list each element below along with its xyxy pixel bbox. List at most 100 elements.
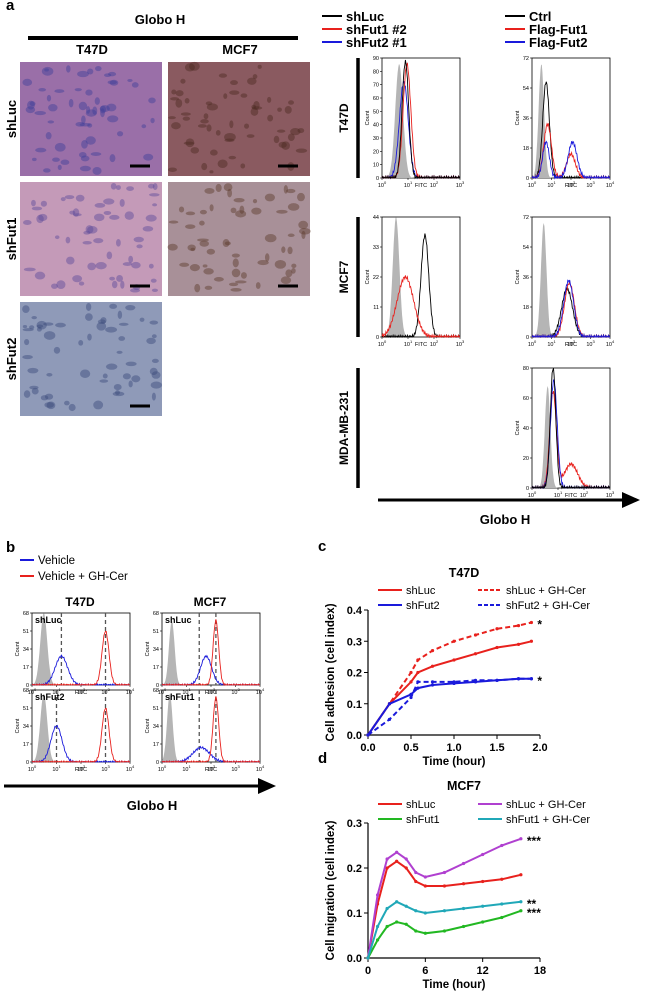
- log-base: 10: [554, 493, 560, 499]
- cell-texture: [65, 236, 71, 244]
- exponent: 0: [34, 687, 37, 692]
- x-tick-label: 102: [580, 490, 589, 499]
- cell-texture: [267, 96, 272, 103]
- cell-texture: [54, 89, 65, 93]
- data-point: [529, 639, 534, 643]
- cell-texture: [206, 248, 216, 255]
- x-tick-label: 100: [378, 180, 387, 189]
- count-label: Count: [515, 269, 521, 284]
- data-point: [500, 843, 504, 848]
- cell-texture: [151, 358, 159, 364]
- cell-texture: [81, 115, 86, 124]
- cell-texture: [99, 105, 107, 114]
- cell-texture: [36, 214, 44, 224]
- y-tick-label: 54: [523, 86, 529, 92]
- cell-texture: [201, 162, 208, 171]
- cell-texture: [29, 101, 36, 107]
- histogram-curve: [531, 368, 610, 490]
- count-label: Count: [15, 718, 21, 733]
- cell-texture: [246, 134, 255, 138]
- cell-texture: [46, 372, 53, 377]
- y-tick-label: 0: [376, 335, 379, 341]
- x-tick-label: 102: [430, 339, 439, 348]
- cell-texture: [231, 253, 240, 258]
- cell-texture: [149, 320, 159, 325]
- cell-texture: [280, 276, 292, 285]
- log-base: 10: [567, 342, 573, 348]
- cell-texture: [113, 384, 122, 391]
- cell-texture: [106, 251, 113, 260]
- data-point: [430, 680, 435, 684]
- cell-texture: [199, 209, 207, 215]
- cell-texture: [72, 275, 83, 283]
- cell-texture: [23, 267, 36, 272]
- data-point: [423, 884, 427, 888]
- cell-texture: [78, 101, 88, 111]
- cell-texture: [217, 159, 228, 169]
- log-base: 10: [586, 183, 592, 189]
- cell-texture: [48, 104, 58, 112]
- cell-texture: [204, 187, 215, 194]
- x-tick-label: 100: [28, 687, 37, 696]
- log-base: 10: [586, 342, 592, 348]
- y-tick-label: 20: [523, 456, 529, 462]
- cell-texture: [131, 82, 139, 88]
- y-tick-label: 51: [23, 706, 29, 712]
- cell-texture: [209, 170, 214, 174]
- exponent: 3: [462, 339, 465, 344]
- cell-texture: [90, 152, 102, 156]
- cell-line-label: T47D: [337, 103, 351, 133]
- cell-texture: [288, 100, 295, 105]
- cell-texture: [116, 238, 121, 247]
- data-point: [409, 680, 413, 684]
- cell-texture: [218, 73, 228, 78]
- histogram-curve: [161, 619, 260, 687]
- cell-texture: [80, 155, 90, 162]
- data-point: [519, 909, 523, 913]
- exponent: 0: [534, 339, 537, 344]
- data-point: [416, 658, 420, 662]
- data-point: [404, 922, 408, 926]
- cell-texture: [239, 205, 245, 214]
- cell-texture: [27, 100, 35, 110]
- y-tick-label: 0.3: [347, 818, 362, 830]
- cell-texture: [264, 234, 277, 243]
- cell-texture: [87, 68, 94, 75]
- y-tick-label: 40: [523, 426, 529, 432]
- fitc-label: FITC: [205, 767, 217, 773]
- panel-label: d: [318, 750, 327, 767]
- data-point: [385, 924, 389, 929]
- data-point: [375, 924, 380, 929]
- cell-texture: [287, 203, 300, 211]
- log-base: 10: [126, 690, 132, 696]
- cell-texture: [109, 303, 118, 309]
- log-base: 10: [528, 342, 534, 348]
- exponent: 3: [237, 687, 240, 692]
- x-tick-label: 101: [182, 764, 191, 773]
- series-line: [367, 909, 522, 959]
- cell-texture: [87, 333, 92, 341]
- significance-mark: *: [537, 618, 542, 632]
- data-point: [461, 882, 466, 886]
- cell-texture: [99, 105, 110, 113]
- log-base: 10: [528, 183, 534, 189]
- cell-texture: [92, 166, 102, 175]
- cell-texture: [34, 111, 47, 116]
- cell-texture: [22, 328, 34, 332]
- cell-texture: [60, 197, 66, 202]
- exponent: 1: [410, 180, 413, 185]
- cell-texture: [116, 350, 123, 354]
- cell-texture: [36, 324, 44, 328]
- log-base: 10: [378, 183, 384, 189]
- column-label: T47D: [76, 42, 108, 57]
- isotype-control: [382, 64, 460, 178]
- cell-texture: [22, 219, 32, 225]
- axis-title: Globo H: [127, 798, 178, 813]
- legend-label: shLuc: [346, 9, 384, 24]
- log-base: 10: [404, 183, 410, 189]
- cell-texture: [85, 225, 94, 234]
- data-point: [500, 877, 504, 881]
- data-point: [452, 680, 456, 684]
- x-tick-label: 101: [52, 764, 61, 773]
- cell-texture: [75, 194, 85, 202]
